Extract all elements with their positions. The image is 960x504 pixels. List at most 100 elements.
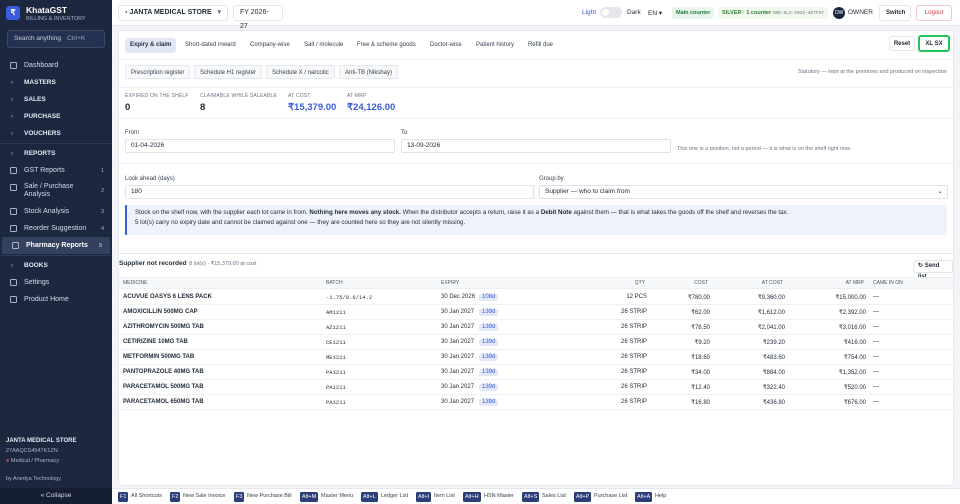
info-text: Nothing here moves any stock.	[309, 209, 401, 216]
nav-icon	[10, 208, 17, 215]
table-cell: ₹322.40	[762, 385, 785, 391]
table-summary: 8 lot(s) · ₹15,379.00 at cost	[189, 261, 257, 267]
nav-label: Product Home	[24, 296, 69, 303]
shortcut-key[interactable]: F2	[170, 492, 181, 502]
stat-label: CLAIMABLE WHILE SALEABLE	[200, 93, 278, 99]
info-line: Stock on the shelf now, with the supplie…	[135, 208, 939, 218]
nav-item[interactable]: VOUCHERS	[0, 125, 112, 142]
subtab[interactable]: Schedule X / narcotic	[266, 65, 335, 79]
theme-toggle[interactable]	[600, 7, 622, 18]
subtab[interactable]: Schedule H1 register	[194, 65, 263, 79]
tab[interactable]: Doctor-wise	[430, 42, 462, 48]
nav-item[interactable]: GST Reports 1	[0, 162, 112, 179]
table-row: PARACETAMOL 650MG TAB PA1211 30 Jan 2027 13…	[119, 395, 955, 410]
group-label: Group by	[539, 176, 564, 182]
days-badge: 139d	[479, 324, 499, 331]
lang-select[interactable]: EN ▾	[648, 10, 663, 17]
shortcut-key[interactable]: Alt+P	[574, 492, 592, 502]
nav-item[interactable]: MASTERS	[0, 74, 112, 91]
to-label: To	[401, 130, 408, 136]
tab[interactable]: Patient history	[476, 42, 515, 48]
search[interactable]: Search anything Ctrl+K	[7, 30, 105, 48]
to-input[interactable]: 13-09-2026	[401, 139, 671, 153]
shortcut-key[interactable]: Alt+I	[416, 492, 432, 502]
light-label: Light	[582, 9, 597, 16]
info-text: Debit Note	[540, 209, 572, 216]
nav-item[interactable]: REPORTS	[0, 145, 112, 162]
table-cell: PARACETAMOL 500MG TAB	[123, 384, 204, 390]
table-row: PANTOPRAZOLE 40MG TAB PA1211 30 Jan 2027 13…	[119, 365, 955, 380]
group-select[interactable]: Supplier — who to claim from ⌄	[539, 185, 948, 199]
table-cell: PA1211	[326, 369, 346, 376]
tab[interactable]: Salt / molecule	[304, 42, 344, 48]
tab[interactable]: Refill due	[528, 42, 554, 48]
shortcut-key[interactable]: Alt+H	[463, 492, 481, 502]
caret: ⌄	[937, 188, 943, 195]
shortcut-key[interactable]: F3	[234, 492, 245, 502]
reset-button[interactable]: Reset	[889, 36, 915, 51]
nav-label: BOOKS	[24, 262, 48, 269]
nav-label: VOUCHERS	[24, 130, 61, 137]
subtab[interactable]: Prescription register	[125, 65, 191, 79]
shortcut-key[interactable]: Alt+M	[300, 492, 319, 502]
table-cell: ₹1,352.00	[838, 370, 866, 376]
nav-item[interactable]: Settings	[0, 274, 112, 291]
table-cell: 26 STRIP	[620, 324, 647, 330]
shortcut-key[interactable]: Alt+L	[361, 492, 378, 502]
nav-item[interactable]: Reorder Suggestion 4	[0, 220, 112, 237]
sidebar: ₹ KhataGST BILLING & INVENTORY Search an…	[0, 0, 112, 504]
nav-item[interactable]: PURCHASE	[0, 108, 112, 125]
subtab[interactable]: Anti-TB (Nikshay)	[339, 65, 399, 79]
from-input[interactable]: 01-04-2026	[125, 139, 395, 153]
nav-item[interactable]: SALES	[0, 91, 112, 108]
search-placeholder: Search anything	[14, 35, 61, 42]
toggle-knob	[602, 9, 609, 16]
tab[interactable]: Company-wise	[250, 42, 290, 48]
table-cell: —	[873, 339, 879, 345]
license: AND-SLX-2026-4E7F97	[772, 11, 824, 16]
tab[interactable]: Expiry & claim	[125, 38, 177, 53]
shortcut-key[interactable]: Alt+S	[522, 492, 540, 502]
table-cell: ₹754.00	[843, 355, 866, 361]
logout-button[interactable]: Logout	[916, 5, 952, 21]
shortcut-label: New Sale Invoice	[183, 493, 226, 499]
table-cell: —	[873, 384, 879, 390]
table-cell: ₹483.60	[762, 355, 785, 361]
shortcut-key[interactable]: F1	[118, 492, 129, 502]
info-text: against them — that is what takes the go…	[571, 209, 789, 216]
table-cell: 30 Jan 2027	[441, 354, 475, 360]
table-cell: PA1211	[326, 384, 346, 391]
table-cell: 26 STRIP	[620, 384, 647, 390]
from-label: From	[125, 130, 139, 136]
table-cell: ₹2,392.00	[838, 310, 866, 316]
nav-item[interactable]: BOOKS	[0, 257, 112, 274]
lookahead-input[interactable]: 180	[125, 185, 534, 199]
table-cell: ₹436.80	[762, 400, 785, 406]
icon: ●	[6, 458, 10, 464]
nav-item[interactable]: Dashboard	[0, 57, 112, 74]
send-list-button[interactable]: ↻ Send list	[913, 260, 953, 280]
shortcut-label: All Shortcuts	[131, 493, 162, 499]
tab[interactable]: Short-dated inward	[185, 42, 236, 48]
table-cell: ₹16.80	[691, 400, 710, 406]
table-cell: ₹18.60	[691, 355, 710, 361]
store-select[interactable]: ▪ JANTA MEDICAL STORE ▾	[118, 5, 228, 21]
nav-item[interactable]: Stock Analysis 3	[0, 203, 112, 220]
nav-label: MASTERS	[24, 79, 56, 86]
nav: Dashboard MASTERS SALES PURCHASE VOUCHERS REP…	[0, 57, 112, 308]
nav-item[interactable]: Product Home	[0, 291, 112, 308]
nav-item[interactable]: Sale / Purchase Analysis 2	[0, 179, 112, 203]
table-cell: —	[873, 354, 879, 360]
shortcut-label: Item List	[434, 493, 455, 499]
fy-select[interactable]: FY 2026-27	[233, 5, 283, 30]
table-cell: AMOXICILLIN 500MG CAP	[123, 309, 198, 315]
tab[interactable]: Free & scheme goods	[357, 42, 416, 48]
table-cell: 26 STRIP	[620, 369, 647, 375]
export-button[interactable]: XL SX	[918, 35, 950, 52]
shortcut-key[interactable]: Alt+A	[635, 492, 653, 502]
switch-button[interactable]: Switch	[879, 5, 911, 21]
collapse[interactable]: « Collapse	[0, 488, 112, 504]
nav-badge: 4	[100, 225, 104, 232]
nav-item[interactable]: Pharmacy Reports 5	[2, 237, 110, 254]
